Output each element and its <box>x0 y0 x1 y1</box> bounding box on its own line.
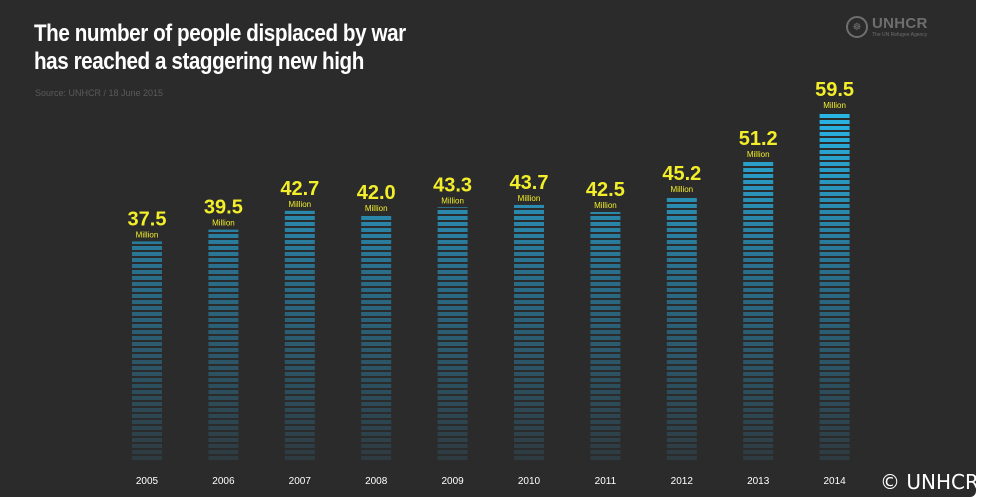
unit-label-2006: Million <box>212 219 235 228</box>
value-label-2013: 51.2 <box>739 128 778 150</box>
unhcr-emblem-icon: ☸ <box>846 16 868 38</box>
unit-label-2005: Million <box>136 230 159 239</box>
value-label-2011: 42.5 <box>586 179 625 201</box>
source-note: Source: UNHCR / 18 June 2015 <box>35 88 164 98</box>
unit-label-2007: Million <box>288 200 311 209</box>
copyright-notice: © UNHCR <box>880 470 979 494</box>
x-tick-label-2005: 2005 <box>136 476 159 487</box>
bar-2011 <box>590 212 621 462</box>
chart-title-line-2: has reached a staggering new high <box>34 48 364 75</box>
unit-label-2010: Million <box>518 194 541 203</box>
value-label-2010: 43.7 <box>510 172 549 194</box>
unit-label-2008: Million <box>365 204 388 213</box>
bar-2014 <box>819 112 850 462</box>
x-tick-label-2007: 2007 <box>289 476 312 487</box>
x-tick-label-2010: 2010 <box>518 476 541 487</box>
logo-tagline: The UN Refugee Agency <box>872 32 928 38</box>
value-label-2014: 59.5 <box>815 79 854 101</box>
x-tick-label-2013: 2013 <box>747 476 770 487</box>
x-tick-label-2006: 2006 <box>212 476 235 487</box>
value-label-2009: 43.3 <box>433 174 472 196</box>
bar-2010 <box>514 204 544 463</box>
chart-title-line-1: The number of people displaced by war <box>34 20 406 47</box>
x-tick-label-2008: 2008 <box>365 476 388 487</box>
bar-2006 <box>208 229 239 462</box>
x-tick-label-2011: 2011 <box>595 476 617 487</box>
x-tick-label-2012: 2012 <box>671 476 694 487</box>
unhcr-logo: ☸ UNHCR The UN Refugee Agency <box>846 16 928 38</box>
value-label-2008: 42.0 <box>357 182 396 204</box>
x-tick-label-2014: 2014 <box>823 476 846 487</box>
logo-name: UNHCR <box>872 15 928 32</box>
unit-label-2013: Million <box>747 150 770 159</box>
bar-2009 <box>437 207 468 462</box>
bar-2008 <box>361 214 392 462</box>
value-label-2005: 37.5 <box>128 208 167 230</box>
bar-2013 <box>743 160 774 462</box>
bar-2012 <box>666 196 697 462</box>
value-label-2007: 42.7 <box>280 178 319 200</box>
unit-label-2012: Million <box>670 185 693 194</box>
unit-label-2014: Million <box>823 101 846 110</box>
value-label-2012: 45.2 <box>662 163 701 185</box>
bar-2005 <box>132 241 162 462</box>
unit-label-2009: Million <box>441 196 464 205</box>
value-label-2006: 39.5 <box>204 197 243 219</box>
chart-title: The number of people displaced by war ha… <box>34 20 406 76</box>
unit-label-2011: Million <box>594 201 617 210</box>
x-tick-label-2009: 2009 <box>441 476 464 487</box>
bar-2007 <box>284 210 315 462</box>
